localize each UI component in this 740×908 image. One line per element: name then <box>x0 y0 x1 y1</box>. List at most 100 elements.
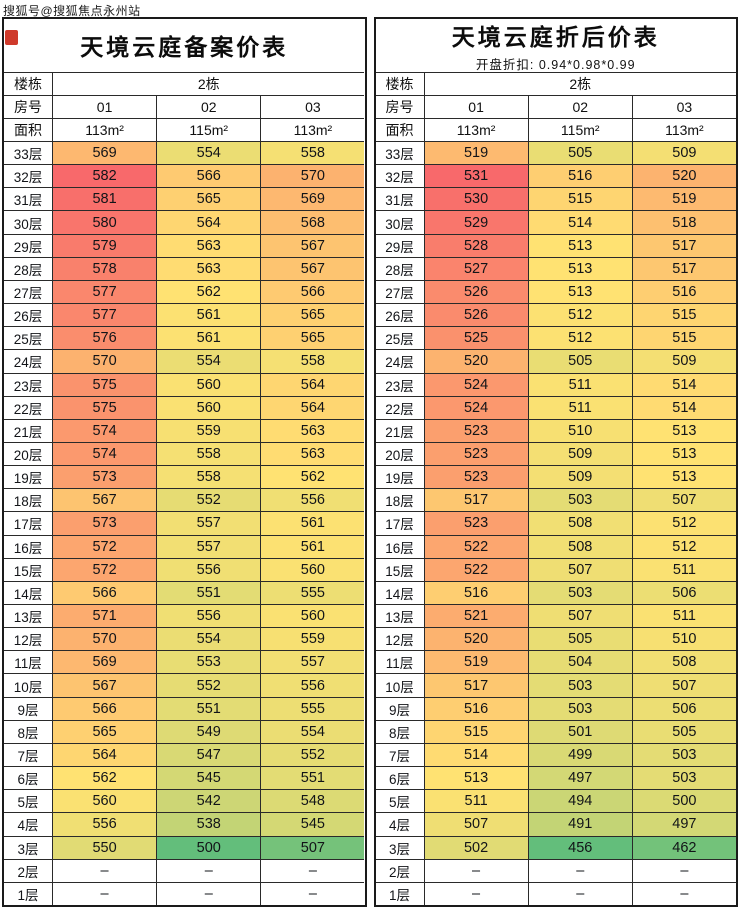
price-cell: 516 <box>527 164 632 188</box>
price-cell: 497 <box>631 812 736 836</box>
price-cell: 572 <box>52 557 157 581</box>
price-cell: 565 <box>52 719 157 743</box>
price-cell: 566 <box>260 279 365 304</box>
price-cell: 564 <box>260 395 365 419</box>
price-cell: 558 <box>260 141 365 165</box>
floor-label: 20层 <box>375 441 424 466</box>
price-cell: 551 <box>156 580 261 605</box>
price-cell: 500 <box>631 789 736 813</box>
floor-label: 15层 <box>375 557 424 581</box>
price-cell: 510 <box>527 418 632 442</box>
price-cell: 569 <box>52 141 157 165</box>
floor-label: 12层 <box>4 627 52 651</box>
room-number: 03 <box>631 95 736 118</box>
price-cell: 573 <box>52 511 157 535</box>
price-cell: 574 <box>52 418 157 442</box>
floor-label: 5层 <box>375 789 424 813</box>
price-cell: 530 <box>423 187 528 211</box>
price-cell: 563 <box>260 418 365 442</box>
price-cell: 553 <box>156 650 261 674</box>
price-cell: 561 <box>260 534 365 558</box>
price-cell: 527 <box>423 256 528 280</box>
room-label: 房号 <box>4 95 52 118</box>
price-cell: 497 <box>527 766 632 790</box>
price-cell: 518 <box>631 210 736 234</box>
price-cell: – <box>527 858 632 882</box>
price-cell: 574 <box>52 441 157 466</box>
price-cell: 519 <box>423 141 528 165</box>
price-cell: 522 <box>423 557 528 581</box>
price-cell: 507 <box>527 557 632 581</box>
floor-label: 27层 <box>4 279 52 304</box>
price-cell: 549 <box>156 719 261 743</box>
floor-label: 29层 <box>375 233 424 257</box>
price-cell: 556 <box>260 673 365 697</box>
floor-label: 22层 <box>4 395 52 419</box>
price-cell: 571 <box>52 604 157 628</box>
price-cell: 569 <box>52 650 157 674</box>
floor-label: 5层 <box>4 789 52 813</box>
floor-label: 11层 <box>4 650 52 674</box>
price-cell: 550 <box>52 835 157 859</box>
price-cell: 569 <box>260 187 365 211</box>
price-cell: 557 <box>156 511 261 535</box>
price-cell: 520 <box>631 164 736 188</box>
floor-label: 1层 <box>4 881 52 905</box>
price-cell: 545 <box>260 812 365 836</box>
price-cell: 556 <box>52 812 157 836</box>
floor-label: 13层 <box>375 604 424 628</box>
price-cell: 551 <box>156 696 261 720</box>
price-cell: 555 <box>260 580 365 605</box>
area-value: 113m² <box>52 118 157 141</box>
price-cell: 515 <box>423 719 528 743</box>
price-cell: 517 <box>631 256 736 280</box>
price-cell: 554 <box>156 349 261 373</box>
floor-label: 31层 <box>4 187 52 211</box>
price-cell: 519 <box>631 187 736 211</box>
price-cell: 575 <box>52 395 157 419</box>
price-cell: 456 <box>527 835 632 859</box>
price-cell: 512 <box>631 511 736 535</box>
price-cell: 552 <box>260 742 365 767</box>
price-cell: 502 <box>423 835 528 859</box>
price-cell: 560 <box>260 604 365 628</box>
floor-label: 30层 <box>375 210 424 234</box>
price-cell: 561 <box>156 326 261 350</box>
price-cell: 561 <box>260 511 365 535</box>
floor-label: 16层 <box>375 534 424 558</box>
price-cell: 508 <box>631 650 736 674</box>
price-cell: 523 <box>423 418 528 442</box>
price-cell: 564 <box>260 372 365 396</box>
price-cell: 580 <box>52 210 157 234</box>
room-number: 01 <box>52 95 157 118</box>
price-cell: 513 <box>527 256 632 280</box>
price-cell: 563 <box>156 233 261 257</box>
price-cell: 562 <box>156 279 261 304</box>
price-cell: 548 <box>260 789 365 813</box>
price-cell: – <box>527 881 632 905</box>
price-cell: 508 <box>527 511 632 535</box>
price-cell: 545 <box>156 766 261 790</box>
area-value: 113m² <box>260 118 365 141</box>
price-cell: 515 <box>631 326 736 350</box>
floor-label: 9层 <box>375 696 424 720</box>
floor-label: 33层 <box>4 141 52 165</box>
area-label: 面积 <box>4 118 52 141</box>
price-cell: 525 <box>423 326 528 350</box>
floor-label: 19层 <box>4 465 52 489</box>
price-cell: 582 <box>52 164 157 188</box>
floor-label: 12层 <box>375 627 424 651</box>
price-cell: 559 <box>260 627 365 651</box>
price-cell: 494 <box>527 789 632 813</box>
building-value: 2栋 <box>423 72 736 95</box>
price-cell: 511 <box>527 372 632 396</box>
price-cell: 507 <box>631 673 736 697</box>
price-cell: 521 <box>423 604 528 628</box>
price-cell: 505 <box>527 627 632 651</box>
area-value: 113m² <box>423 118 528 141</box>
floor-label: 13层 <box>4 604 52 628</box>
floor-label: 33层 <box>375 141 424 165</box>
price-cell: 565 <box>260 326 365 350</box>
floor-label: 14层 <box>375 580 424 605</box>
price-cell: 500 <box>156 835 261 859</box>
